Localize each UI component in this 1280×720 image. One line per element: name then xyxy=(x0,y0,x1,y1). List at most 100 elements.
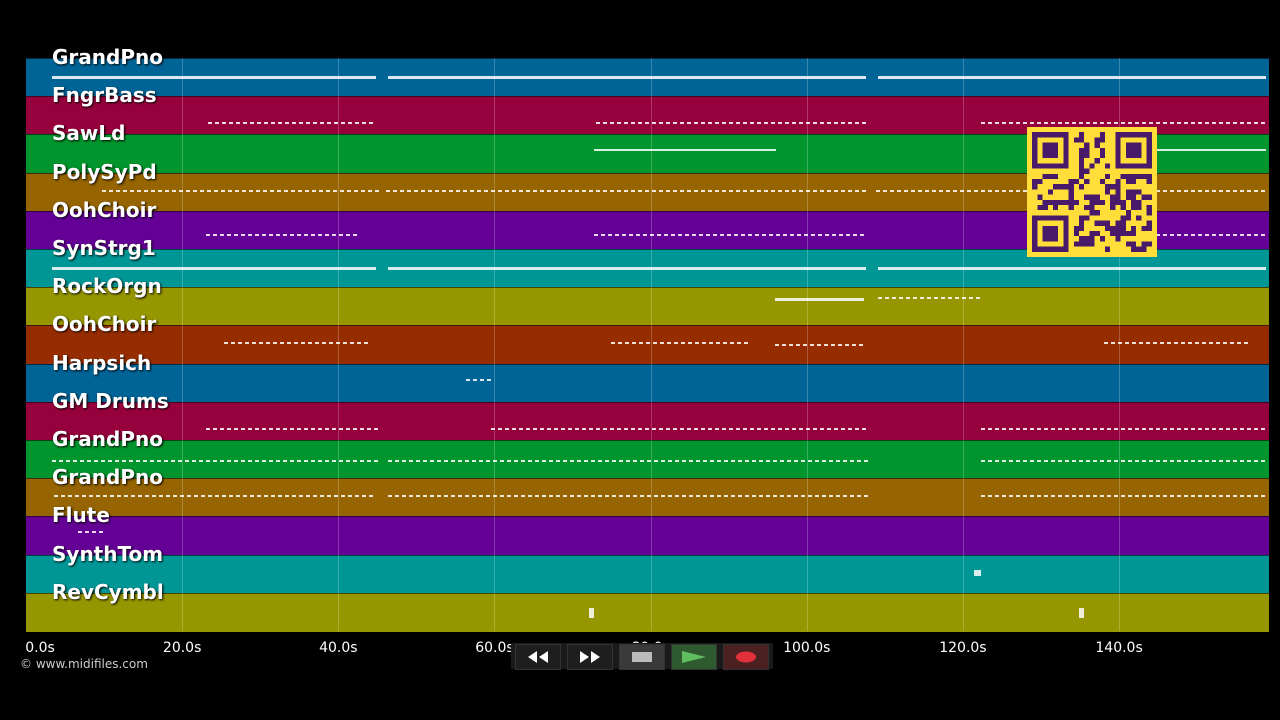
note xyxy=(241,460,245,462)
note xyxy=(1198,233,1202,236)
note xyxy=(862,189,866,192)
note xyxy=(229,122,233,125)
note xyxy=(355,122,359,125)
track-lane[interactable] xyxy=(26,440,1269,480)
rewind-button[interactable] xyxy=(515,644,561,670)
note xyxy=(325,460,329,462)
track-lane[interactable] xyxy=(26,554,1269,594)
note xyxy=(451,495,455,498)
note xyxy=(1261,189,1265,192)
note xyxy=(897,189,901,192)
track-lane[interactable] xyxy=(26,516,1269,556)
note xyxy=(311,233,315,236)
note xyxy=(638,427,642,430)
note xyxy=(1205,189,1209,192)
note xyxy=(1233,233,1237,236)
note xyxy=(736,427,740,430)
note xyxy=(962,297,966,300)
note xyxy=(582,427,586,430)
note xyxy=(853,233,857,236)
note xyxy=(318,233,322,236)
note xyxy=(633,495,637,498)
note xyxy=(1163,427,1167,430)
note xyxy=(493,495,497,498)
note xyxy=(730,342,734,345)
note xyxy=(643,233,647,236)
track-lane[interactable] xyxy=(26,325,1269,365)
note xyxy=(1072,495,1076,498)
stop-button[interactable] xyxy=(619,644,665,670)
note xyxy=(885,297,889,300)
qr-code[interactable] xyxy=(1027,127,1157,257)
note xyxy=(1079,460,1083,462)
copyright-text: © www.midifiles.com xyxy=(20,657,148,671)
note xyxy=(66,460,70,462)
track-lane[interactable] xyxy=(26,592,1269,632)
note xyxy=(298,189,302,192)
note xyxy=(598,460,602,462)
note xyxy=(682,495,686,498)
note xyxy=(1247,495,1251,498)
note xyxy=(1023,495,1027,498)
track-lane[interactable] xyxy=(26,363,1269,403)
note xyxy=(832,233,836,236)
note xyxy=(724,460,728,462)
note xyxy=(813,427,817,430)
note xyxy=(932,189,936,192)
note xyxy=(409,495,413,498)
note xyxy=(1107,460,1111,462)
fast-forward-button[interactable] xyxy=(567,644,613,670)
track-lane[interactable] xyxy=(26,401,1269,441)
note xyxy=(755,233,759,236)
note xyxy=(695,342,699,345)
note xyxy=(652,189,656,192)
note xyxy=(757,122,761,125)
track-lane[interactable] xyxy=(26,287,1269,327)
note xyxy=(1247,189,1251,192)
note xyxy=(750,122,754,125)
note xyxy=(347,189,351,192)
note xyxy=(297,427,301,430)
note xyxy=(395,460,399,462)
note xyxy=(200,189,204,192)
note xyxy=(1163,495,1167,498)
note xyxy=(521,495,525,498)
note xyxy=(827,122,831,125)
play-button[interactable] xyxy=(671,644,717,670)
note xyxy=(710,495,714,498)
note xyxy=(771,189,775,192)
note xyxy=(694,427,698,430)
note xyxy=(466,378,470,381)
note xyxy=(472,460,476,462)
note xyxy=(652,427,656,430)
note xyxy=(764,122,768,125)
note xyxy=(444,495,448,498)
note xyxy=(589,607,594,618)
note xyxy=(1240,122,1244,125)
note xyxy=(514,495,518,498)
note xyxy=(505,189,509,192)
note xyxy=(988,495,992,498)
record-button[interactable] xyxy=(723,644,769,670)
note xyxy=(312,189,316,192)
note xyxy=(829,495,833,498)
note xyxy=(864,460,868,462)
note xyxy=(736,122,740,125)
note xyxy=(743,427,747,430)
note xyxy=(687,189,691,192)
note xyxy=(334,122,338,125)
note xyxy=(353,233,357,236)
track-lane[interactable] xyxy=(26,478,1269,518)
note xyxy=(278,122,282,125)
note xyxy=(171,460,175,462)
note xyxy=(484,189,488,192)
note xyxy=(1205,495,1209,498)
note xyxy=(1230,342,1234,345)
note xyxy=(605,460,609,462)
note xyxy=(1023,189,1027,192)
note xyxy=(659,122,663,125)
note xyxy=(549,495,553,498)
note xyxy=(615,233,619,236)
note xyxy=(864,495,868,498)
note xyxy=(1212,460,1216,462)
